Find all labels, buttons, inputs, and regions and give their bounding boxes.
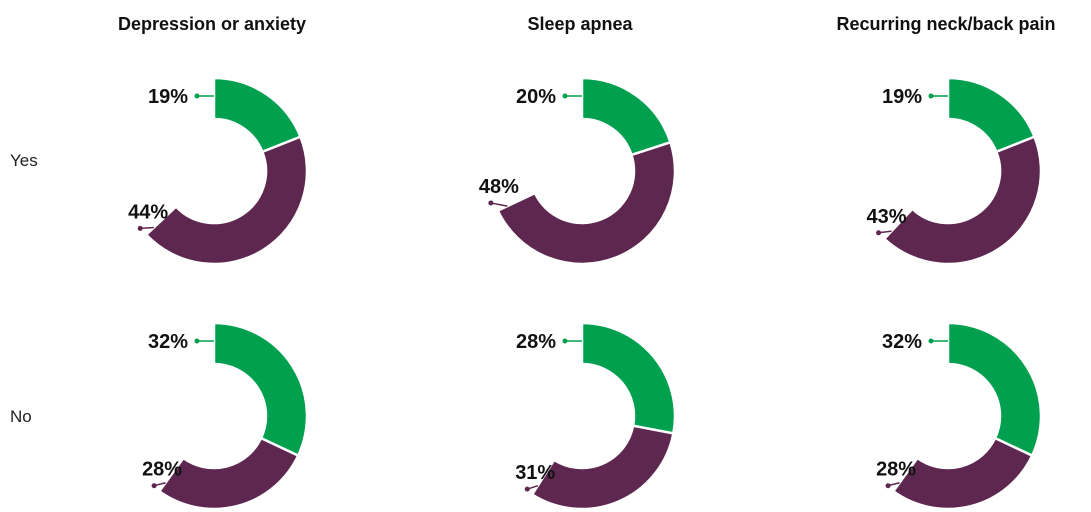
donut-no-recurring-neck-back-pain-slice-green [946, 321, 1043, 458]
donut-yes-depression-or-anxiety-leader-dot-green [194, 93, 200, 99]
donut-yes-sleep-apnea-label-purple: 48% [479, 176, 519, 198]
donut-no-recurring-neck-back-pain-leader-dot-purple [885, 483, 891, 489]
donut-yes-depression-or-anxiety-leader-dot-purple [137, 225, 143, 231]
row-label-yes: Yes [10, 151, 38, 170]
donut-no-depression-or-anxiety-label-purple: 28% [142, 459, 182, 481]
column-titles: Depression or anxiety Sleep apnea Recurr… [118, 14, 1056, 34]
donut-no-depression-or-anxiety-label-green: 32% [148, 331, 188, 353]
column-title-sleep-apnea: Sleep apnea [527, 14, 633, 34]
donut-yes-recurring-neck-back-pain: 19% 43% [867, 76, 1043, 266]
donut-no-depression-or-anxiety-slice-green [212, 321, 309, 458]
donut-yes-sleep-apnea-label-green: 20% [516, 86, 556, 108]
donut-no-sleep-apnea-slice-purple [530, 424, 675, 511]
donut-yes-depression-or-anxiety-label-purple: 44% [128, 201, 168, 223]
donut-no-sleep-apnea: 28% 31% [515, 321, 677, 511]
donut-yes-recurring-neck-back-pain-label-green: 19% [882, 86, 922, 108]
donut-yes-sleep-apnea-leader-dot-purple [488, 200, 494, 206]
donut-no-recurring-neck-back-pain: 32% 28% [876, 321, 1043, 511]
donut-no-depression-or-anxiety-leader-dot-purple [151, 483, 157, 489]
row-label-no: No [10, 407, 32, 426]
donut-no-sleep-apnea-label-purple: 31% [515, 462, 555, 484]
donut-no-recurring-neck-back-pain-leader-dot-green [928, 338, 934, 344]
donut-yes-sleep-apnea-leader-purple [490, 202, 508, 207]
donut-yes-depression-or-anxiety: 19% 44% [128, 76, 309, 266]
donut-no-depression-or-anxiety-slice-purple [157, 436, 300, 511]
donut-yes-recurring-neck-back-pain-slice-purple [882, 135, 1043, 266]
row-labels: Yes No [10, 151, 38, 426]
donut-yes-sleep-apnea-leader-dot-green [562, 93, 568, 99]
donut-yes-recurring-neck-back-pain-leader-dot-purple [876, 230, 882, 236]
donut-no-sleep-apnea-label-green: 28% [516, 331, 556, 353]
donut-yes-recurring-neck-back-pain-label-purple: 43% [867, 206, 907, 228]
donut-yes-sleep-apnea: 20% 48% [479, 76, 677, 266]
donut-no-depression-or-anxiety-leader-dot-green [194, 338, 200, 344]
donut-yes-sleep-apnea-slice-green [580, 76, 673, 157]
donut-yes-depression-or-anxiety-slice-purple [144, 135, 309, 266]
donut-no-sleep-apnea-slice-green [580, 321, 677, 435]
donut-no-recurring-neck-back-pain-slice-purple [891, 436, 1034, 511]
donut-yes-sleep-apnea-slice-purple [496, 140, 677, 266]
column-title-neck-back-pain: Recurring neck/back pain [836, 14, 1055, 34]
donut-no-recurring-neck-back-pain-label-purple: 28% [876, 459, 916, 481]
donut-no-sleep-apnea-leader-dot-purple [524, 486, 530, 492]
donut-yes-depression-or-anxiety-label-green: 19% [148, 86, 188, 108]
donut-no-sleep-apnea-leader-dot-green [562, 338, 568, 344]
donut-yes-recurring-neck-back-pain-leader-dot-green [928, 93, 934, 99]
donut-no-recurring-neck-back-pain-label-green: 32% [882, 331, 922, 353]
donuts: 19% 44% 20% 48% 19% 43% 32% 28% 28% 31% 32% 28% [128, 76, 1043, 511]
column-title-depression: Depression or anxiety [118, 14, 306, 34]
donut-no-depression-or-anxiety: 32% 28% [142, 321, 309, 511]
